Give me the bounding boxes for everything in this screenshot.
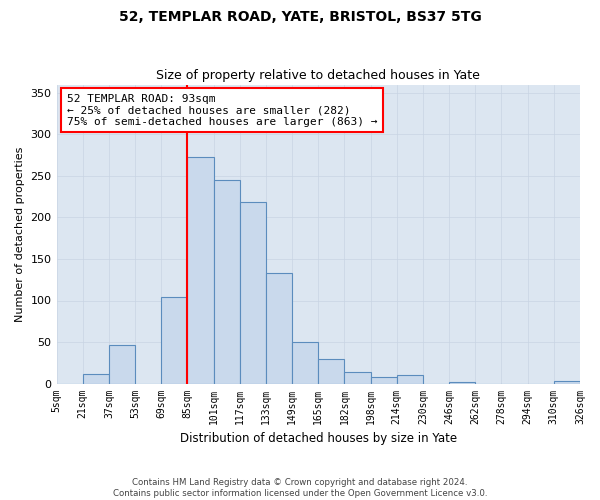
Y-axis label: Number of detached properties: Number of detached properties <box>15 146 25 322</box>
Title: Size of property relative to detached houses in Yate: Size of property relative to detached ho… <box>157 69 480 82</box>
Bar <box>83 374 109 384</box>
Bar <box>109 346 135 384</box>
Bar <box>292 342 318 384</box>
Bar <box>449 382 475 384</box>
Bar <box>344 372 371 384</box>
Text: Contains HM Land Registry data © Crown copyright and database right 2024.
Contai: Contains HM Land Registry data © Crown c… <box>113 478 487 498</box>
X-axis label: Distribution of detached houses by size in Yate: Distribution of detached houses by size … <box>180 432 457 445</box>
Bar <box>240 202 266 384</box>
Bar <box>371 377 397 384</box>
Bar <box>214 180 240 384</box>
Bar <box>161 297 187 384</box>
Text: 52 TEMPLAR ROAD: 93sqm
← 25% of detached houses are smaller (282)
75% of semi-de: 52 TEMPLAR ROAD: 93sqm ← 25% of detached… <box>67 94 377 126</box>
Text: 52, TEMPLAR ROAD, YATE, BRISTOL, BS37 5TG: 52, TEMPLAR ROAD, YATE, BRISTOL, BS37 5T… <box>119 10 481 24</box>
Bar <box>554 381 580 384</box>
Bar <box>266 273 292 384</box>
Bar <box>187 157 214 384</box>
Bar <box>318 358 344 384</box>
Bar <box>397 375 423 384</box>
